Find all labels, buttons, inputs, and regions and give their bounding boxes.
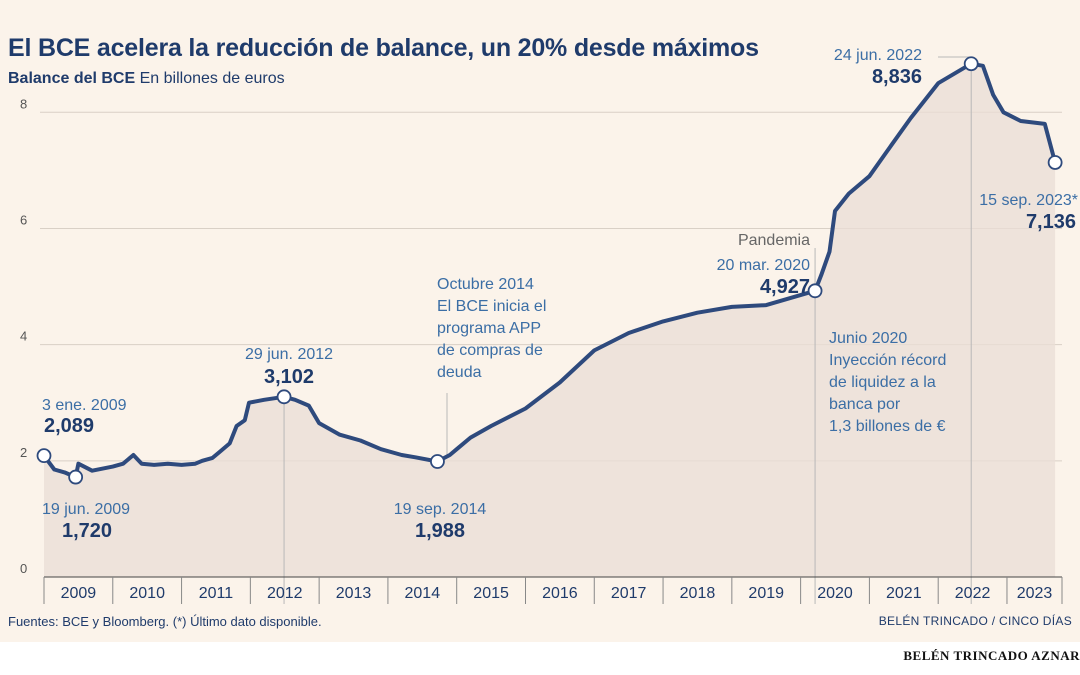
annotation-value: 1,720 bbox=[62, 520, 112, 542]
x-tick-label: 2009 bbox=[61, 585, 97, 602]
note-line: de compras de bbox=[437, 342, 543, 359]
x-tick-label: 2015 bbox=[473, 585, 509, 602]
footer-sources: Fuentes: BCE y Bloomberg. (*) Último dat… bbox=[8, 614, 322, 629]
annotation-date: 19 sep. 2014 bbox=[394, 501, 487, 518]
subtitle-bold: Balance del BCE bbox=[8, 70, 136, 87]
note-line: 1,3 billones de € bbox=[829, 418, 946, 435]
annotation-value: 8,836 bbox=[872, 66, 922, 88]
annotation-marker bbox=[276, 389, 292, 405]
footer-author: BELÉN TRINCADO / CINCO DÍAS bbox=[878, 614, 1072, 628]
annotation-value: 2,089 bbox=[44, 415, 94, 437]
area-fill bbox=[44, 63, 1056, 577]
chart-subtitle: Balance del BCE En billones de euros bbox=[8, 70, 285, 88]
annotation-value: 3,102 bbox=[264, 366, 314, 388]
chart-title: El BCE acelera la reducción de balance, … bbox=[8, 34, 759, 62]
line-chart: 2009 2010 2011 2012 2013 2014 2015 2016 2017 2018… bbox=[20, 47, 1078, 604]
x-tick-label: 2022 bbox=[955, 585, 991, 602]
note-line: banca por bbox=[829, 396, 901, 413]
annotation-marker bbox=[68, 469, 84, 485]
x-tick-label: 2014 bbox=[405, 585, 441, 602]
note-line: programa APP bbox=[437, 320, 541, 337]
annotation-marker bbox=[36, 448, 52, 464]
annotation-value: 7,136 bbox=[1026, 211, 1076, 233]
annotation-value: 4,927 bbox=[760, 276, 810, 298]
y-axis-ticks: 0 2 4 6 8 bbox=[20, 96, 27, 576]
annotation-date: 15 sep. 2023* bbox=[979, 192, 1078, 209]
x-tick-label: 2018 bbox=[680, 585, 716, 602]
annotation-marker bbox=[1047, 155, 1063, 170]
annotation-marker bbox=[963, 56, 979, 72]
x-tick-label: 2017 bbox=[611, 585, 647, 602]
x-tick-label: 2013 bbox=[336, 585, 372, 602]
x-axis: 2009 2010 2011 2012 2013 2014 2015 2016 2017 2018… bbox=[43, 576, 1063, 604]
note-line: Junio 2020 bbox=[829, 330, 907, 347]
subtitle-units: En billones de euros bbox=[139, 70, 285, 87]
x-tick-label: 2016 bbox=[542, 585, 578, 602]
y-tick-label: 4 bbox=[20, 329, 27, 344]
photo-caption: BELÉN TRINCADO AZNAR bbox=[903, 648, 1080, 663]
note-line: Inyección récord bbox=[829, 352, 946, 369]
annotation-guides bbox=[283, 56, 972, 604]
y-tick-label: 0 bbox=[20, 561, 27, 576]
x-tick-label: 2012 bbox=[267, 585, 303, 602]
annotation-marker bbox=[430, 454, 445, 469]
caption-bar bbox=[0, 642, 1080, 675]
x-tick-label: 2010 bbox=[129, 585, 165, 602]
annotation-label: Pandemia bbox=[738, 232, 810, 249]
x-tick-label: 2023 bbox=[1017, 585, 1053, 602]
annotation-date: 3 ene. 2009 bbox=[42, 397, 127, 414]
balance-line bbox=[42, 61, 1058, 480]
annotation-date: 24 jun. 2022 bbox=[834, 47, 922, 64]
note-line: de liquidez a la bbox=[829, 374, 936, 391]
note-line: El BCE inicia el bbox=[437, 298, 546, 315]
annotation-markers bbox=[36, 56, 1063, 485]
annotation-date: 29 jun. 2012 bbox=[245, 346, 333, 363]
x-tick-label: 2019 bbox=[748, 585, 784, 602]
y-tick-label: 8 bbox=[20, 96, 27, 111]
annotation-marker bbox=[807, 283, 823, 299]
annotation-date: 19 jun. 2009 bbox=[42, 501, 130, 518]
annotation-date: 20 mar. 2020 bbox=[717, 257, 811, 274]
x-tick-label: 2021 bbox=[886, 585, 922, 602]
y-tick-label: 6 bbox=[20, 212, 27, 227]
note-line: Octubre 2014 bbox=[437, 276, 534, 293]
y-tick-label: 2 bbox=[20, 445, 27, 460]
note-line: deuda bbox=[437, 364, 482, 381]
x-tick-label: 2011 bbox=[199, 585, 234, 602]
x-tick-label: 2020 bbox=[817, 585, 853, 602]
annotation-value: 1,988 bbox=[415, 520, 465, 542]
